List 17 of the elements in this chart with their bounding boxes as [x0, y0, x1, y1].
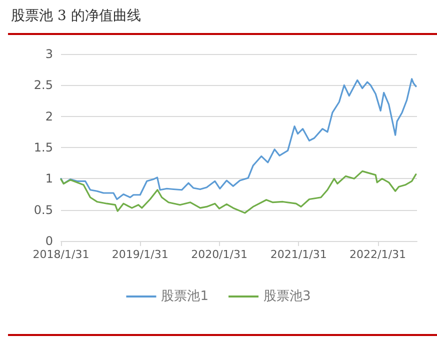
y-tick-label: 3 — [45, 47, 53, 61]
y-tick-label: 1 — [45, 172, 53, 186]
y-tick-label: 2.5 — [34, 78, 53, 92]
x-tick-label: 2022/1/31 — [350, 248, 406, 261]
line-series — [60, 170, 417, 214]
x-tick-label: 2021/1/31 — [270, 248, 327, 261]
x-tick-label: 2018/1/31 — [32, 248, 90, 261]
y-tick-label: 0.5 — [34, 202, 53, 217]
legend-label: 股票池1 — [161, 289, 209, 304]
x-tick-label: 2019/1/31 — [112, 248, 168, 261]
chart-title: 股票池 3 的净值曲线 — [11, 8, 141, 24]
y-tick-label: 1.5 — [34, 140, 53, 154]
x-tick-label: 2020/1/31 — [191, 248, 248, 261]
legend-label: 股票池3 — [264, 289, 311, 304]
y-tick-label: 2 — [45, 109, 53, 124]
line-series — [60, 78, 417, 200]
y-tick-label: 0 — [45, 234, 53, 248]
